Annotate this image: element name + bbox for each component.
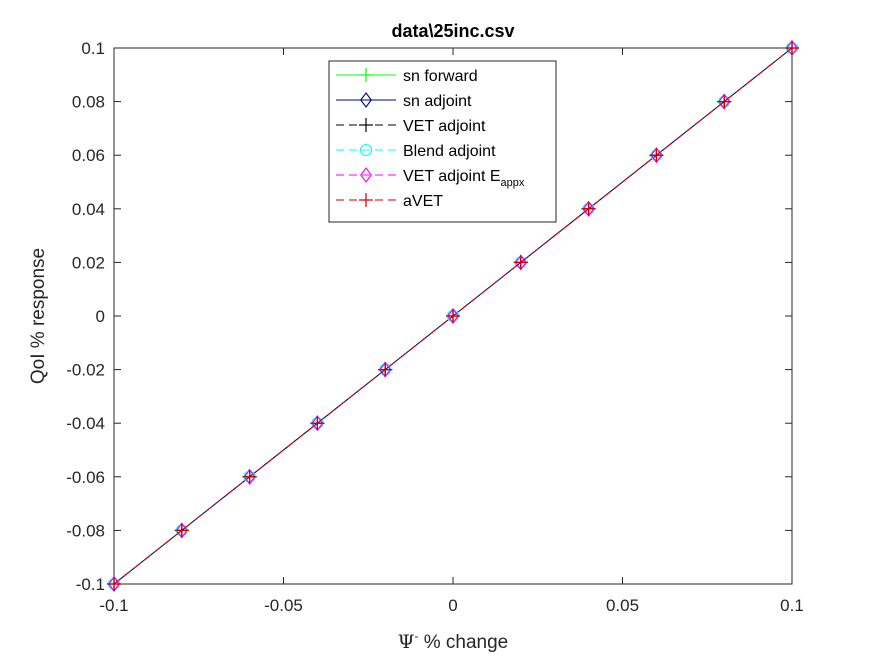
- legend-label: sn adjoint: [403, 93, 472, 110]
- legend-entry: VET adjoint Eappx: [336, 167, 525, 189]
- x-axis-label-sup: -: [414, 629, 418, 643]
- series-marker: [785, 41, 799, 55]
- series-5: [107, 41, 799, 591]
- y-tick-label: -0.08: [66, 521, 105, 540]
- x-axis-ticks: -0.1 -0.05 0 0.05 0.1: [99, 48, 804, 615]
- legend-marker: [359, 68, 373, 82]
- legend-marker: [359, 118, 373, 132]
- y-tick-label: 0.1: [81, 39, 105, 58]
- x-tick-label: -0.05: [264, 596, 303, 615]
- series-marker: [107, 577, 121, 591]
- legend-entry: sn forward: [336, 68, 478, 85]
- legend-marker: [359, 143, 373, 157]
- legend-box: [328, 60, 557, 223]
- x-axis-label: Ψ- % change: [398, 629, 508, 653]
- y-tick-label: 0.02: [72, 253, 105, 272]
- series-marker: [242, 469, 257, 484]
- series-marker: [581, 201, 596, 216]
- legend-entry: aVET: [336, 193, 443, 210]
- legend-label: sn forward: [403, 68, 478, 85]
- x-axis-label-symbol: Ψ: [398, 631, 415, 653]
- legend: sn forward sn adjoint VET adjoint Blend adj…: [328, 60, 557, 223]
- legend-label: VET adjoint Eappx: [403, 168, 525, 189]
- x-tick-label: 0.1: [780, 596, 804, 615]
- legend-entry: VET adjoint: [336, 118, 486, 135]
- y-axis-ticks: -0.1 -0.08 -0.06 -0.04 -0.02 0 0.02 0.04 0.06 0.0…: [66, 39, 792, 594]
- series-marker: [174, 523, 189, 538]
- y-tick-label: -0.04: [66, 414, 105, 433]
- x-axis-label-rest: % change: [418, 632, 508, 653]
- y-tick-label: -0.06: [66, 468, 105, 487]
- y-tick-label: 0.06: [72, 146, 105, 165]
- legend-label-subscript: appx: [501, 177, 525, 189]
- y-tick-label: -0.02: [66, 361, 105, 380]
- series-marker: [446, 309, 460, 323]
- y-tick-label: 0: [96, 307, 105, 326]
- legend-marker: [360, 92, 372, 108]
- series-marker: [513, 255, 528, 270]
- legend-label: Blend adjoint: [403, 143, 496, 160]
- y-axis-label: QoI % response: [28, 248, 49, 384]
- x-tick-label: -0.1: [99, 596, 128, 615]
- legend-marker: [359, 193, 373, 207]
- series-marker: [310, 416, 325, 431]
- legend-entry: Blend adjoint: [336, 143, 496, 160]
- x-tick-label: 0: [448, 596, 457, 615]
- y-tick-label: 0.04: [72, 200, 105, 219]
- series-marker: [649, 148, 664, 163]
- x-tick-label: 0.05: [606, 596, 639, 615]
- series-marker: [378, 362, 393, 377]
- legend-entry: sn adjoint: [336, 92, 472, 110]
- series-layer: [107, 40, 799, 592]
- legend-label: VET adjoint: [403, 118, 486, 135]
- y-tick-label: 0.08: [72, 93, 105, 112]
- series-marker: [717, 94, 732, 109]
- y-tick-label: -0.1: [76, 575, 105, 594]
- chart-title: data\25inc.csv: [391, 21, 514, 41]
- legend-label: aVET: [403, 193, 443, 210]
- legend-marker: [360, 167, 372, 183]
